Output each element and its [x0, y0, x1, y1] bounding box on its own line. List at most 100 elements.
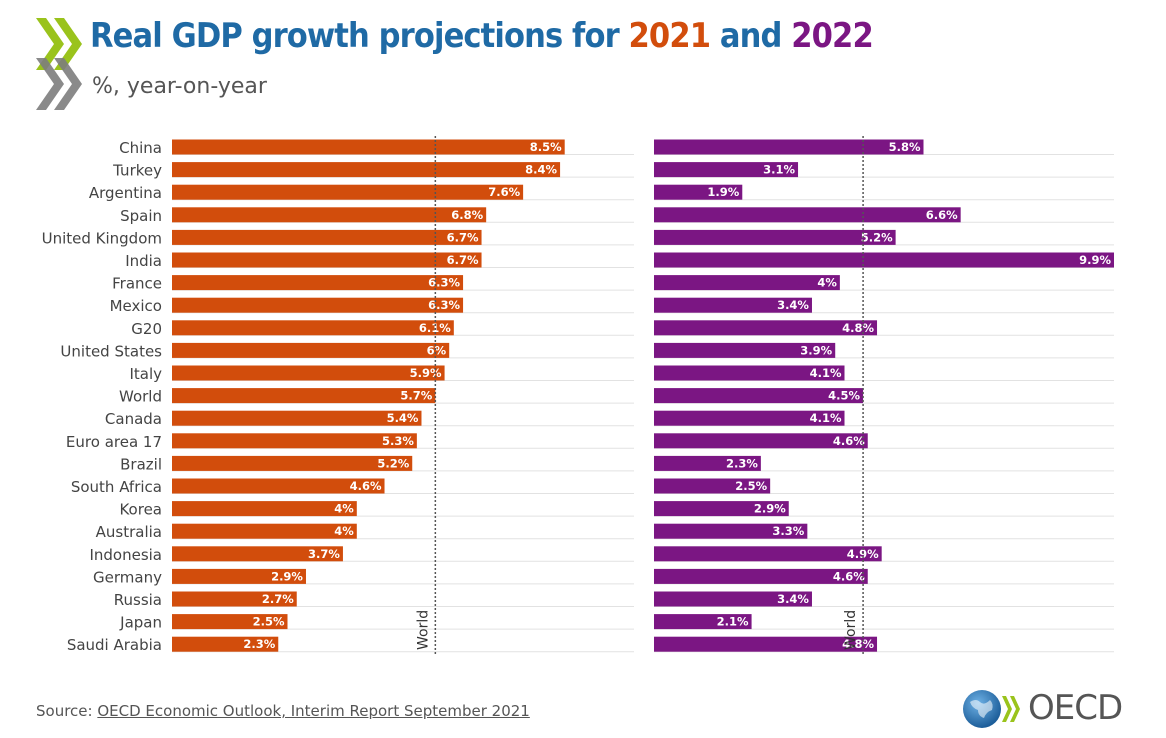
category-label: Mexico	[110, 297, 162, 315]
data-label-2021: 8.5%	[530, 140, 562, 154]
bar-2021	[172, 275, 464, 291]
category-label: Japan	[119, 614, 162, 632]
bar-2022	[654, 365, 845, 381]
category-label: India	[125, 252, 162, 270]
bar-2022	[654, 455, 761, 471]
chart-title: Real GDP growth projections for 2021 and…	[90, 16, 874, 56]
category-label: Brazil	[120, 455, 162, 473]
bar-2021	[172, 139, 565, 155]
bar-2021	[172, 388, 436, 404]
data-label-2021: 5.9%	[410, 366, 442, 380]
data-label-2021: 6.7%	[447, 230, 479, 244]
oecd-chevron-logo-icon	[36, 18, 82, 110]
bar-2021	[172, 410, 422, 426]
data-label-2021: 6.3%	[428, 276, 460, 290]
bar-2022	[654, 388, 864, 404]
bar-2022	[654, 591, 812, 607]
data-label-2022: 5.2%	[861, 230, 893, 244]
data-label-2021: 6.1%	[419, 321, 451, 335]
bar-2021	[172, 297, 464, 313]
bar-2021	[172, 478, 385, 494]
title-join: and	[710, 16, 792, 56]
bar-2022	[654, 546, 882, 562]
bar-2022	[654, 636, 878, 652]
data-label-2022: 4.6%	[833, 569, 865, 583]
bar-2021	[172, 568, 306, 584]
bar-2021	[172, 342, 450, 358]
data-label-2021: 8.4%	[525, 163, 557, 177]
bar-2022	[654, 207, 961, 223]
data-label-2022: 6.6%	[926, 208, 958, 222]
category-label: Russia	[114, 591, 162, 609]
source-link[interactable]: OECD Economic Outlook, Interim Report Se…	[97, 702, 530, 720]
category-label: Euro area 17	[66, 433, 162, 451]
data-label-2021: 5.7%	[400, 389, 432, 403]
bar-2021	[172, 546, 343, 562]
bar-2021	[172, 229, 482, 245]
category-label: United States	[60, 342, 162, 360]
data-label-2022: 2.3%	[726, 456, 758, 470]
bar-2022	[654, 342, 836, 358]
category-label: China	[119, 139, 162, 157]
data-label-2022: 3.4%	[777, 592, 809, 606]
data-label-2022: 9.9%	[1079, 253, 1111, 267]
bar-2022	[654, 501, 789, 517]
chart-subtitle: %, year-on-year	[92, 74, 267, 99]
data-label-2021: 4.6%	[350, 479, 382, 493]
data-label-2022: 2.1%	[717, 615, 749, 629]
data-label-2022: 4.6%	[833, 434, 865, 448]
category-label: Turkey	[112, 162, 162, 180]
bar-2022	[654, 478, 771, 494]
bar-2022	[654, 433, 868, 449]
data-label-2022: 4%	[817, 276, 837, 290]
bar-2021	[172, 455, 413, 471]
bar-2021	[172, 614, 288, 630]
data-label-2021: 2.7%	[262, 592, 294, 606]
title-prefix: Real GDP growth projections for	[90, 16, 629, 56]
category-label: Korea	[119, 501, 162, 519]
bar-2022	[654, 252, 1114, 268]
category-label: France	[112, 275, 162, 293]
category-label: South Africa	[71, 478, 162, 496]
bar-2021	[172, 433, 417, 449]
data-label-2022: 4.5%	[828, 389, 860, 403]
data-label-2022: 2.9%	[754, 502, 786, 516]
bar-2022	[654, 320, 878, 336]
category-label: Spain	[120, 207, 162, 225]
category-label: Germany	[93, 568, 162, 586]
data-label-2022: 4.8%	[842, 321, 874, 335]
category-label: United Kingdom	[42, 229, 162, 247]
data-label-2022: 1.9%	[707, 185, 739, 199]
data-label-2021: 5.3%	[382, 434, 414, 448]
data-label-2021: 2.3%	[243, 637, 275, 651]
data-label-2022: 3.9%	[800, 343, 832, 357]
oecd-logo: OECD	[962, 688, 1132, 730]
bar-2022	[654, 297, 812, 313]
data-label-2021: 6%	[427, 343, 447, 357]
bar-2022	[654, 139, 924, 155]
bar-2022	[654, 614, 752, 630]
category-label: Saudi Arabia	[67, 636, 162, 654]
data-label-2021: 6.3%	[428, 298, 460, 312]
world-reference-label: World	[415, 610, 431, 650]
bar-2022	[654, 275, 840, 291]
data-label-2022: 3.4%	[777, 298, 809, 312]
category-label: World	[119, 388, 162, 406]
bar-2022	[654, 568, 868, 584]
bar-2021	[172, 365, 445, 381]
bar-2021	[172, 207, 487, 223]
source-note: Source: OECD Economic Outlook, Interim R…	[36, 702, 530, 720]
data-label-2021: 6.8%	[451, 208, 483, 222]
category-label: Australia	[96, 523, 162, 541]
world-reference-label: World	[843, 610, 859, 650]
bar-2021	[172, 523, 357, 539]
data-label-2021: 5.2%	[377, 456, 409, 470]
gdp-bar-chart: China Turkey Argentina Spain United Kingdom I…	[42, 136, 1114, 656]
bar-2021	[172, 252, 482, 268]
data-label-2021: 3.7%	[308, 547, 340, 561]
data-label-2022: 3.3%	[772, 524, 804, 538]
data-label-2022: 5.8%	[889, 140, 921, 154]
bar-2022	[654, 410, 845, 426]
bar-2022	[654, 229, 896, 245]
data-label-2021: 2.9%	[271, 569, 303, 583]
